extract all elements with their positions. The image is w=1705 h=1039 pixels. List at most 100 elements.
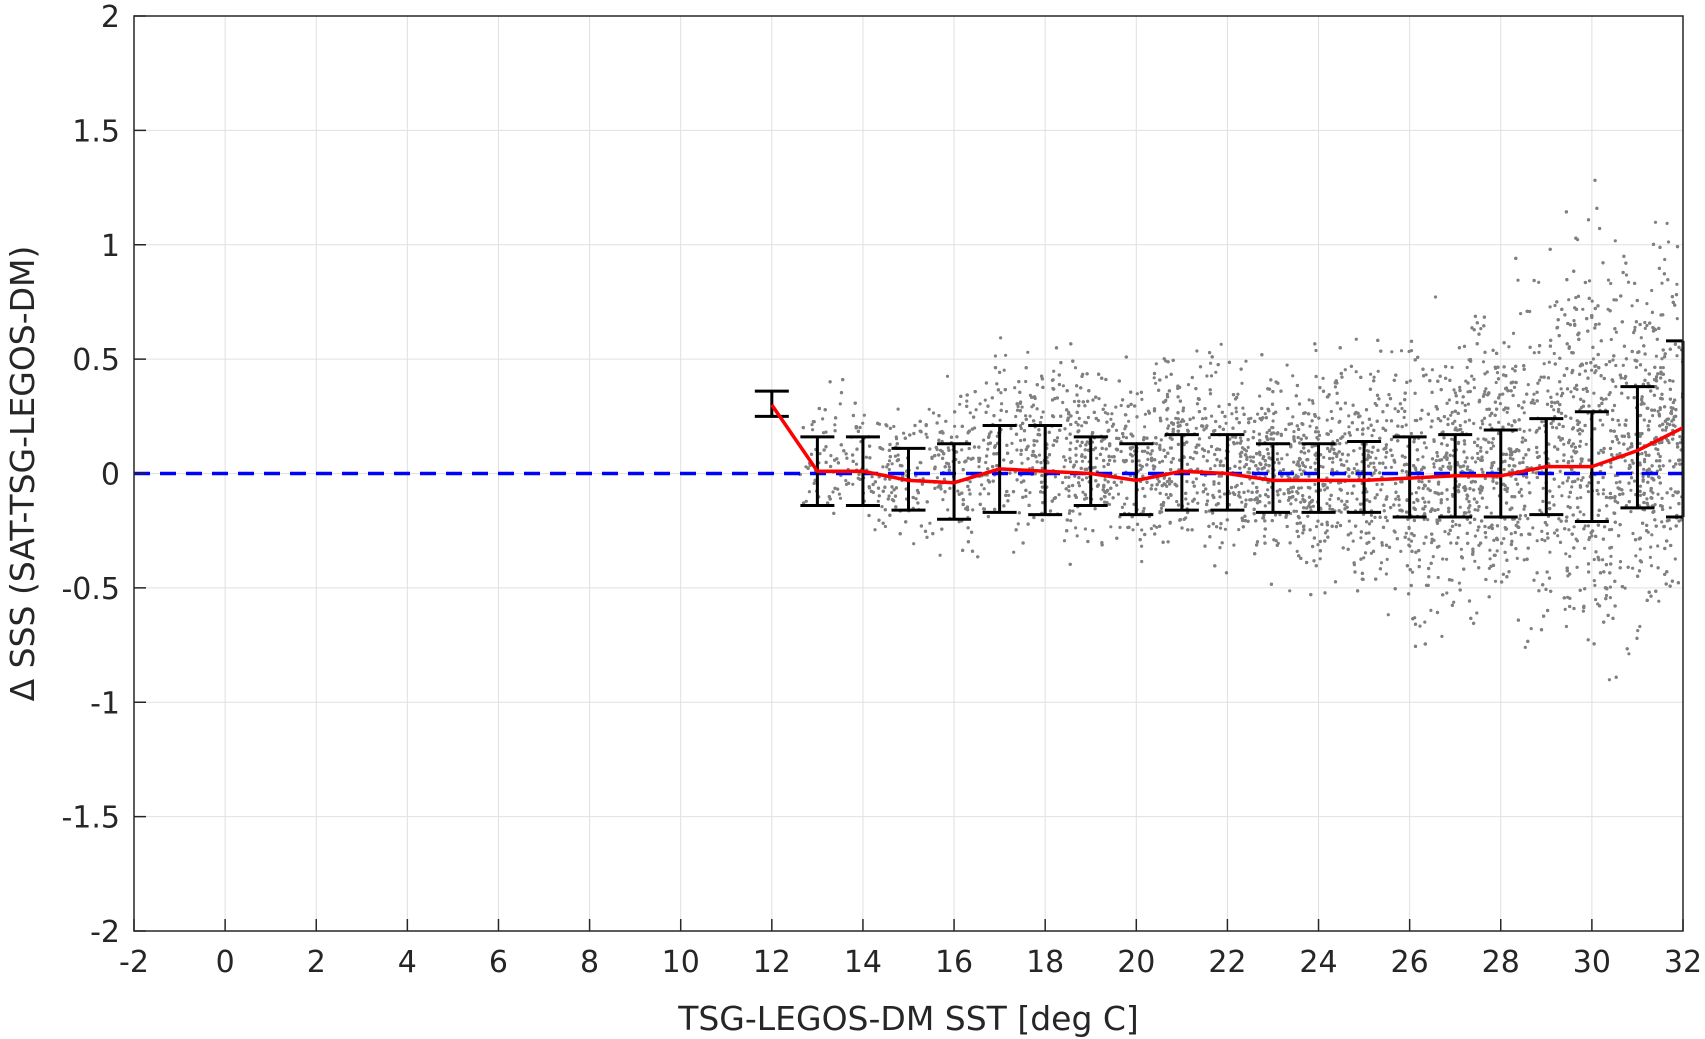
- scatter-point: [1024, 494, 1028, 498]
- scatter-point: [1430, 368, 1434, 372]
- scatter-point: [1159, 506, 1164, 510]
- scatter-point: [1368, 500, 1372, 504]
- scatter-point: [1447, 461, 1452, 465]
- scatter-point: [1012, 550, 1016, 554]
- scatter-point: [1347, 425, 1351, 429]
- scatter-point: [1447, 398, 1451, 402]
- scatter-point: [1073, 366, 1078, 370]
- scatter-point: [1123, 427, 1127, 431]
- scatter-point: [1230, 412, 1234, 416]
- scatter-point: [1467, 418, 1471, 422]
- scatter-point: [1015, 448, 1019, 452]
- scatter-point: [1115, 483, 1119, 487]
- scatter-point: [851, 482, 855, 486]
- scatter-point: [1109, 525, 1113, 529]
- scatter-point: [1438, 374, 1442, 378]
- scatter-point: [1291, 374, 1295, 378]
- scatter-point: [1511, 367, 1515, 371]
- scatter-point: [1526, 383, 1530, 387]
- scatter-point: [1614, 385, 1618, 389]
- scatter-point: [968, 411, 972, 415]
- scatter-point: [1633, 325, 1637, 329]
- scatter-point: [1477, 487, 1481, 491]
- scatter-point: [1310, 445, 1314, 449]
- scatter-point: [1578, 510, 1582, 514]
- scatter-point: [1218, 526, 1223, 530]
- scatter-point: [1275, 452, 1279, 456]
- scatter-point: [982, 487, 986, 491]
- scatter-point: [1379, 488, 1383, 492]
- scatter-point: [1154, 487, 1158, 491]
- scatter-point: [1634, 554, 1638, 558]
- scatter-point: [1292, 430, 1296, 434]
- scatter-point: [1508, 456, 1512, 460]
- scatter-point: [1062, 465, 1066, 469]
- scatter-point: [1432, 462, 1436, 466]
- scatter-point: [1424, 446, 1428, 450]
- scatter-point: [1020, 461, 1024, 465]
- scatter-point: [1174, 416, 1178, 420]
- scatter-point: [1584, 442, 1588, 446]
- scatter-point: [1491, 444, 1496, 448]
- scatter-point: [1473, 559, 1477, 563]
- scatter-point: [1450, 365, 1454, 369]
- scatter-point: [1103, 411, 1107, 415]
- scatter-point: [1140, 397, 1144, 401]
- scatter-point: [1068, 460, 1073, 464]
- scatter-point: [1080, 459, 1085, 463]
- scatter-point: [1468, 521, 1472, 525]
- scatter-point: [1288, 541, 1292, 545]
- scatter-point: [1476, 437, 1480, 441]
- scatter-point: [1427, 500, 1431, 504]
- scatter-point: [1422, 517, 1426, 522]
- scatter-point: [1433, 295, 1438, 299]
- scatter-point: [1458, 505, 1462, 509]
- scatter-point: [876, 499, 880, 503]
- scatter-point: [983, 398, 987, 402]
- scatter-point: [1512, 385, 1517, 389]
- scatter-point: [931, 411, 936, 415]
- scatter-point: [1142, 506, 1146, 511]
- scatter-point: [1638, 624, 1642, 629]
- scatter-point: [1370, 450, 1374, 454]
- scatter-point: [1576, 477, 1580, 481]
- scatter-point: [1140, 559, 1144, 564]
- scatter-point: [1568, 554, 1572, 559]
- scatter-point: [1154, 362, 1158, 366]
- scatter-point: [804, 499, 808, 503]
- scatter-point: [1410, 570, 1415, 574]
- scatter-point: [1165, 392, 1169, 396]
- scatter-point: [1435, 545, 1440, 549]
- scatter-point: [1488, 548, 1492, 552]
- scatter-point: [1118, 525, 1122, 530]
- scatter-point: [1626, 447, 1630, 451]
- scatter-point: [1476, 451, 1480, 455]
- scatter-point: [1347, 414, 1351, 418]
- scatter-point: [1450, 578, 1454, 582]
- scatter-point: [824, 430, 828, 434]
- scatter-point: [838, 496, 843, 500]
- scatter-point: [1301, 531, 1305, 535]
- scatter-point: [1212, 482, 1216, 486]
- scatter-point: [974, 408, 978, 412]
- scatter-point: [1582, 513, 1586, 517]
- scatter-point: [1369, 372, 1373, 376]
- scatter-point: [1555, 426, 1559, 430]
- scatter-point: [1424, 373, 1428, 377]
- scatter-point: [1483, 476, 1487, 481]
- scatter-point: [1285, 363, 1289, 367]
- scatter-point: [1590, 299, 1594, 303]
- scatter-point: [1490, 441, 1494, 445]
- scatter-point: [1062, 539, 1067, 543]
- scatter-point: [1445, 497, 1449, 501]
- scatter-point: [960, 448, 964, 452]
- scatter-point: [1335, 454, 1339, 459]
- scatter-point: [1361, 421, 1365, 425]
- scatter-point: [1409, 539, 1414, 543]
- scatter-point: [1483, 372, 1487, 376]
- scatter-point: [873, 528, 877, 532]
- scatter-point: [1460, 401, 1464, 405]
- scatter-point: [1328, 504, 1332, 508]
- scatter-point: [1453, 428, 1457, 432]
- scatter-point: [1074, 460, 1078, 464]
